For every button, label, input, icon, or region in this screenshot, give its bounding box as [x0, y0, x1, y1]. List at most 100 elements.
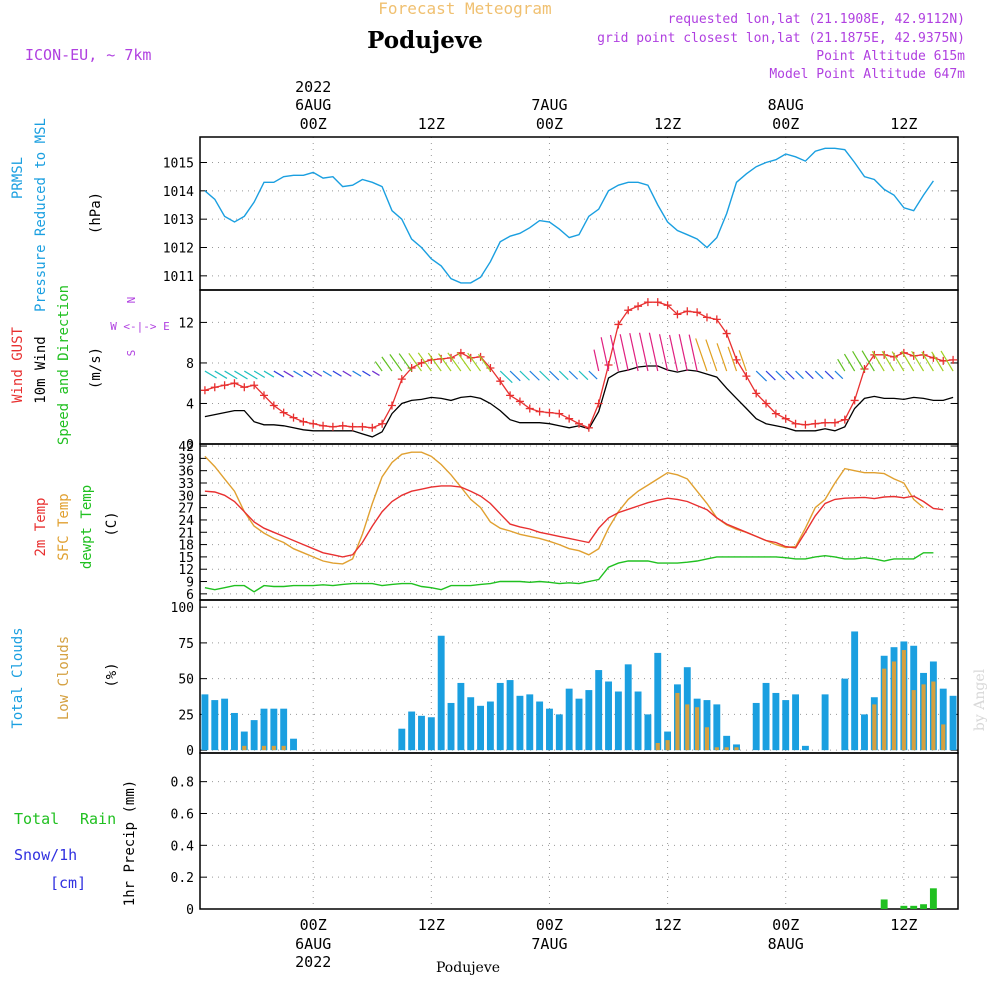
wind-direction-arrow: [765, 370, 776, 381]
total-cloud-bar: [496, 682, 504, 751]
sfc-temp-line: [204, 451, 924, 565]
low-cloud-bar: [911, 690, 916, 751]
wind-direction-arrow: [600, 337, 610, 372]
total-cloud-bar: [546, 708, 553, 751]
total-cloud-bar: [555, 714, 563, 751]
wind-direction-arrow: [785, 370, 795, 380]
gust-marker: [378, 419, 387, 428]
precip-ytick-label: 0.2: [171, 871, 194, 886]
pressure-unit: (hPa): [88, 192, 104, 234]
clouds-ytick-label: 100: [171, 601, 194, 616]
low-cloud-bar: [714, 747, 719, 751]
wind-direction-arrow: [529, 370, 540, 381]
rain-total-label: Total: [14, 810, 59, 828]
wind-direction-arrow: [293, 370, 304, 378]
gust-marker: [328, 422, 337, 431]
gust-marker: [643, 298, 652, 307]
gust-marker: [683, 307, 692, 316]
wind-direction-arrow: [273, 370, 285, 378]
total-cloud-bar: [290, 738, 297, 751]
wind-direction-arrow: [824, 370, 834, 380]
precip-ytick-label: 0.6: [171, 807, 194, 822]
wind-direction-arrow: [804, 370, 814, 380]
total-cloud-bar: [792, 694, 800, 751]
rain-label: Rain: [80, 810, 116, 828]
top-year-label: 2022: [295, 78, 331, 96]
total-cloud-bar: [595, 670, 603, 751]
temperature-ytick-label: 21: [178, 526, 194, 541]
wind-direction-arrow: [716, 343, 728, 372]
wind-direction-arrow: [303, 370, 313, 377]
wind-direction-arrow: [588, 370, 598, 380]
total-cloud-bar: [418, 715, 425, 751]
bottom-date-label: 7AUG: [531, 935, 567, 953]
wind-direction-arrow: [362, 370, 371, 377]
temperature-ytick-label: 36: [178, 465, 194, 480]
temperature-ytick-label: 9: [186, 576, 194, 591]
low-cloud-bar: [882, 668, 887, 751]
total-cloud-bar: [605, 681, 612, 751]
clouds-ytick-label: 50: [178, 673, 194, 688]
wind-direction-arrow: [609, 334, 619, 372]
total-cloud-bar: [772, 692, 780, 751]
total-cloud-bar: [506, 680, 514, 751]
low-clouds-label: Low Clouds: [56, 636, 72, 720]
rain-bar: [880, 899, 888, 909]
wind-direction-arrow: [852, 350, 865, 372]
total-cloud-bar: [457, 682, 465, 751]
total-cloud-bar: [201, 694, 209, 751]
wind-direction-arrow: [901, 350, 915, 372]
gust-marker: [496, 377, 505, 386]
top-time-label: 00Z: [772, 115, 799, 133]
point-altitude: Point Altitude 615m: [816, 49, 965, 64]
total-cloud-bar: [782, 700, 790, 751]
precip-panel: 0 0.2 0.4 0.6 0.8: [171, 752, 959, 918]
wind-direction-label: Speed and Direction: [56, 285, 72, 445]
total-cloud-bar: [437, 635, 445, 751]
gust-marker: [230, 379, 239, 388]
total-cloud-bar: [398, 728, 406, 751]
bottom-year-label: 2022: [295, 953, 331, 971]
wind-direction-arrow: [911, 350, 925, 372]
gust-marker: [338, 421, 347, 430]
gust-marker: [525, 404, 534, 413]
wind-direction-arrow: [678, 334, 688, 372]
bottom-time-label: 00Z: [300, 916, 327, 934]
wind-direction-arrow: [381, 356, 393, 372]
total-cloud-bar: [221, 698, 229, 751]
top-date-label: 7AUG: [531, 96, 567, 114]
rain-bar: [929, 888, 937, 909]
wind-direction-arrow: [438, 353, 452, 372]
gust-marker: [545, 408, 554, 417]
wind-direction-arrow: [871, 350, 885, 372]
pressure-line: [204, 147, 934, 284]
low-cloud-bar: [665, 740, 670, 751]
gust-marker: [860, 365, 869, 374]
model-name: ICON-EU, ~ 7km: [25, 46, 151, 64]
total-cloud-bar: [801, 745, 809, 751]
temp-2m-label: 2m Temp: [33, 497, 49, 556]
wind-direction-arrow: [921, 351, 934, 372]
precip-ytick-label: 0.4: [171, 839, 195, 854]
gust-marker: [535, 407, 544, 416]
wind-direction-arrow: [263, 370, 275, 378]
wind-direction-arrow: [499, 370, 513, 384]
wind-direction-arrow: [539, 370, 550, 381]
bottom-date-label: 6AUG: [295, 935, 331, 953]
total-cloud-bar: [851, 631, 859, 751]
total-cloud-bar: [280, 708, 288, 751]
wind-direction-arrow: [578, 370, 589, 381]
clouds-ytick-label: 0: [186, 744, 194, 759]
wind-panel: 0 4 8 12: [178, 289, 959, 453]
gust-marker: [634, 302, 643, 311]
wind-direction-arrow: [814, 370, 824, 380]
wind-direction-arrow: [668, 334, 679, 372]
total-cloud-bar: [762, 682, 770, 751]
clouds-ytick-label: 75: [178, 637, 194, 652]
wind-direction-arrow: [568, 370, 579, 380]
temperature-ytick-label: 39: [178, 452, 194, 467]
total-cloud-bar: [939, 688, 947, 751]
top-date-label: 8AUG: [768, 96, 804, 114]
temperature-ytick-label: 24: [178, 514, 194, 529]
